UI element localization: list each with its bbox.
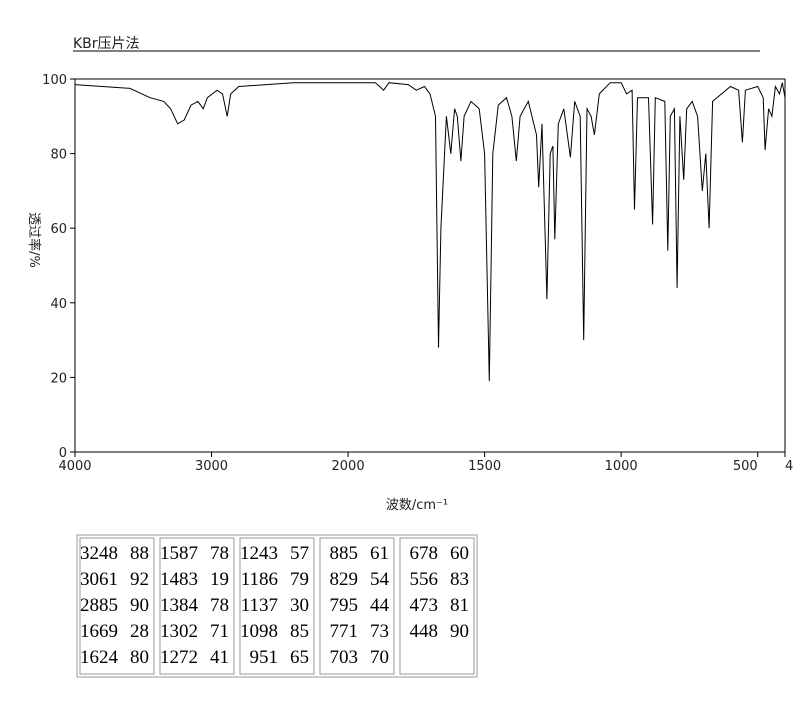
table-cell bbox=[399, 537, 475, 675]
y-tick-label: 80 bbox=[50, 148, 67, 163]
peak-wavenumber: 1186 bbox=[241, 569, 278, 590]
peak-wavenumber: 1137 bbox=[241, 595, 278, 616]
peak-transmittance: 44 bbox=[370, 595, 390, 616]
table-cell bbox=[79, 537, 155, 675]
y-axis-label: 透过率/% bbox=[26, 212, 42, 268]
peak-transmittance: 57 bbox=[290, 543, 309, 564]
peak-transmittance: 79 bbox=[290, 569, 309, 590]
table-cell bbox=[159, 537, 235, 675]
x-tick-label: 1000 bbox=[605, 459, 638, 474]
x-tick-label: 3000 bbox=[195, 459, 228, 474]
peak-transmittance: 80 bbox=[130, 647, 149, 668]
peak-wavenumber: 3248 bbox=[80, 543, 118, 564]
y-tick-label: 0 bbox=[59, 446, 67, 461]
peak-transmittance: 60 bbox=[450, 543, 469, 564]
peak-wavenumber: 1587 bbox=[160, 543, 198, 564]
peak-transmittance: 90 bbox=[450, 621, 469, 642]
peak-transmittance: 71 bbox=[210, 621, 229, 642]
y-tick-label: 20 bbox=[50, 371, 67, 386]
table-border bbox=[76, 534, 478, 678]
x-axis-label: 波数/cm⁻¹ bbox=[386, 498, 448, 513]
peak-transmittance: 61 bbox=[370, 543, 389, 564]
peak-wavenumber: 1302 bbox=[160, 621, 198, 642]
plot-frame bbox=[74, 78, 786, 453]
y-tick-label: 40 bbox=[50, 297, 67, 312]
peak-wavenumber: 473 bbox=[410, 595, 439, 616]
y-tick-label: 100 bbox=[42, 73, 67, 88]
x-tick-label: 500 bbox=[733, 459, 758, 474]
peak-wavenumber: 1483 bbox=[160, 569, 198, 590]
peak-transmittance: 54 bbox=[370, 569, 390, 590]
peak-wavenumber: 678 bbox=[410, 543, 439, 564]
x-tick-label: 1500 bbox=[468, 459, 501, 474]
peak-transmittance: 19 bbox=[210, 569, 229, 590]
peak-transmittance: 78 bbox=[210, 543, 229, 564]
peak-transmittance: 92 bbox=[130, 569, 149, 590]
peak-wavenumber: 3061 bbox=[80, 569, 118, 590]
peak-transmittance: 70 bbox=[370, 647, 389, 668]
peak-wavenumber: 951 bbox=[250, 647, 279, 668]
peak-transmittance: 78 bbox=[210, 595, 229, 616]
peak-wavenumber: 2885 bbox=[80, 595, 118, 616]
peak-transmittance: 85 bbox=[290, 621, 309, 642]
peak-transmittance: 30 bbox=[290, 595, 309, 616]
peak-wavenumber: 1669 bbox=[80, 621, 118, 642]
peak-wavenumber: 448 bbox=[410, 621, 439, 642]
x-tick-label: 400 bbox=[785, 459, 794, 474]
peak-wavenumber: 885 bbox=[330, 543, 359, 564]
table-cell bbox=[319, 537, 395, 675]
peak-wavenumber: 771 bbox=[330, 621, 359, 642]
method-label: KBr压片法 bbox=[73, 36, 140, 52]
peak-transmittance: 88 bbox=[130, 543, 149, 564]
peak-wavenumber: 829 bbox=[330, 569, 359, 590]
peak-wavenumber: 1098 bbox=[240, 621, 278, 642]
peak-transmittance: 65 bbox=[290, 647, 309, 668]
peak-transmittance: 83 bbox=[450, 569, 469, 590]
peak-wavenumber: 1272 bbox=[160, 647, 198, 668]
x-tick-label: 4000 bbox=[58, 459, 91, 474]
peak-transmittance: 81 bbox=[450, 595, 469, 616]
peak-wavenumber: 556 bbox=[410, 569, 439, 590]
peak-wavenumber: 703 bbox=[330, 647, 359, 668]
peak-transmittance: 73 bbox=[370, 621, 389, 642]
peak-wavenumber: 1384 bbox=[160, 595, 199, 616]
peak-wavenumber: 1243 bbox=[240, 543, 278, 564]
peak-transmittance: 90 bbox=[130, 595, 149, 616]
y-tick-label: 60 bbox=[50, 222, 67, 237]
peak-wavenumber: 795 bbox=[330, 595, 359, 616]
spectrum-line bbox=[74, 82, 786, 382]
peak-transmittance: 28 bbox=[130, 621, 149, 642]
table-cell bbox=[239, 537, 315, 675]
peak-transmittance: 41 bbox=[210, 647, 229, 668]
x-tick-label: 2000 bbox=[332, 459, 365, 474]
peak-wavenumber: 1624 bbox=[80, 647, 119, 668]
